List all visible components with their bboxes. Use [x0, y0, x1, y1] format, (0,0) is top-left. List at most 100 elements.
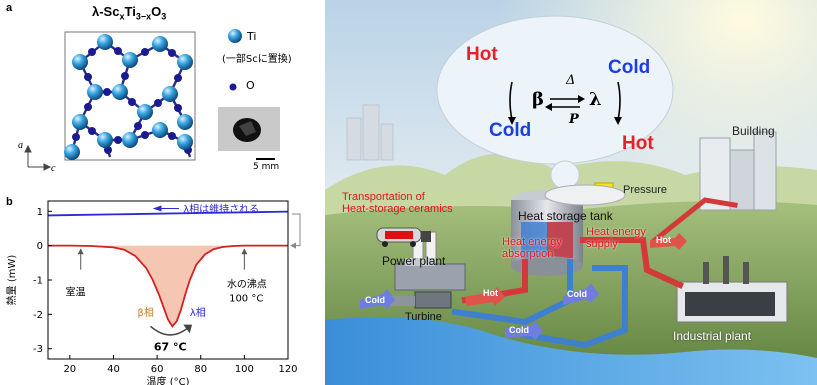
tag-cold-2 [563, 283, 599, 305]
tanker-truck [376, 227, 431, 247]
annotation-lambda-phase: λ相 [190, 306, 206, 319]
dsc-chart: 20 40 60 80 100 120 1 0 -1 -2 -3 温度 (°C) 熱量 (mW) λ相は… [5, 200, 301, 385]
tank-roof [544, 184, 626, 206]
formula-ti: Ti [124, 4, 136, 19]
cycle-bracket-arrowhead [290, 242, 296, 249]
crystal-structure [24, 29, 280, 171]
label-heat-supply: Heat energy supply [586, 226, 646, 250]
cycle-hot-right: Hot [622, 133, 654, 154]
pipe-hot-to-building [651, 197, 738, 244]
pipe-cold-return [521, 265, 628, 349]
x-axis-label: 温度 (°C) [147, 375, 190, 385]
cycle-hot-left: Hot [466, 44, 498, 65]
oxygen-atoms [72, 47, 192, 154]
formula-x: x [119, 11, 125, 22]
y-tick-label: -2 [33, 310, 43, 321]
formula-3: 3 [161, 11, 167, 22]
cycle-cold-left: Cold [489, 120, 532, 141]
label-heat-absorption: Heat energy absorption [502, 236, 562, 260]
tag-cold-1-label: Cold [365, 295, 385, 305]
cycle-p: P [569, 112, 579, 127]
cycle-delta: Δ [566, 73, 576, 88]
annotation-boiling-temp: 100 °C [229, 293, 263, 304]
phase-transition-arrow [150, 325, 191, 336]
y-tick-label: 1 [37, 207, 43, 218]
crystal-highlight [239, 121, 256, 136]
label-transportation: Transportation of Heat-storage ceramics [342, 191, 453, 215]
label-pressure: Pressure [623, 184, 668, 196]
flow-arrow-tags [360, 233, 687, 340]
formula-title: λ-ScxTi3−xO3 [92, 4, 166, 22]
tag-cold-3 [505, 321, 543, 340]
room-temp-arrowhead [77, 248, 84, 255]
legend-ti-icon [228, 29, 242, 43]
cycle-lambda: λ [589, 89, 602, 110]
annotation-beta-phase: β相 [137, 306, 153, 319]
annotation-lambda-maintained: λ相は維持される [183, 203, 259, 216]
distant-city [346, 104, 394, 161]
scale-bar-label: 5 mm [253, 162, 280, 172]
titanium-atoms [64, 34, 193, 160]
x-tick-label: 120 [278, 364, 297, 375]
cycle-arrowheads [508, 95, 622, 125]
series-lines [47, 210, 289, 328]
tag-hot-1-label: Hot [483, 288, 498, 298]
river [325, 317, 817, 385]
cycle-cold-right: Cold [608, 57, 651, 78]
label-turbine: Turbine [405, 311, 442, 323]
phase-cycle-bubble [436, 15, 674, 165]
tag-hot-1 [465, 287, 505, 306]
supply-line1: Heat energy [586, 226, 646, 238]
cycle-arrows [509, 81, 621, 121]
cycle-bracket [292, 213, 301, 247]
series-line-2 [48, 244, 288, 328]
axis-a-label: a [18, 140, 23, 151]
x-tick-label: 40 [107, 364, 120, 375]
panel-a-letter: a [6, 2, 13, 14]
fill-area [48, 245, 288, 327]
label-power-plant: Power plant [382, 254, 446, 268]
x-tick-label: 80 [194, 364, 207, 375]
series-line-1 [47, 210, 289, 217]
legend-ti-note: (一部Scに置換) [222, 54, 292, 65]
pipe-cold-from-tank [451, 259, 573, 326]
unit-cell-box [64, 31, 196, 161]
y-tick-label: 0 [37, 241, 43, 252]
transport-line2: Heat-storage ceramics [342, 203, 453, 215]
peak-fill [48, 245, 288, 327]
formula-prefix: λ-Sc [92, 4, 120, 19]
x-tick-label: 20 [63, 364, 76, 375]
pipe-hot-to-plant [580, 237, 684, 289]
turbine [385, 291, 452, 309]
absorption-line2: absorption [502, 248, 554, 260]
tag-hot-2 [650, 233, 687, 250]
supply-line2: supply [586, 238, 618, 250]
formula-o: O [151, 4, 162, 19]
legend-o-label: O [246, 79, 255, 92]
axis-indicator [24, 144, 52, 171]
heat-storage-tank [511, 190, 583, 276]
axis-c-label: c [51, 163, 56, 174]
tag-hot-2-label: Hot [656, 235, 671, 245]
panel-b-letter: b [6, 196, 13, 208]
annotation-boiling: 水の沸点 [227, 278, 267, 291]
label-heat-storage-tank: Heat storage tank [518, 209, 613, 223]
industrial-plant [676, 256, 788, 323]
tag-cold-2-label: Cold [567, 289, 587, 299]
x-tick-label: 60 [151, 364, 164, 375]
legend-ti-label: Ti [247, 30, 257, 43]
axis-ticks: 20 40 60 80 100 120 1 0 -1 -2 -3 温度 (°C) 熱量 (mW) [5, 207, 298, 385]
annotation-arrowhead [152, 205, 162, 212]
power-plant [394, 231, 466, 291]
label-building: Building [732, 124, 775, 138]
x-tick-label: 100 [235, 364, 254, 375]
cycle-beta: β [532, 89, 544, 110]
legend-o-icon [229, 83, 237, 91]
annotation-peak-temp: 67 °C [154, 341, 187, 354]
y-tick-label: -3 [33, 344, 43, 355]
heat-storage-illustration [325, 0, 817, 385]
office-buildings [699, 131, 777, 211]
y-tick-label: -1 [33, 276, 43, 287]
transport-line1: Transportation of [342, 191, 425, 203]
tag-cold-1 [360, 289, 395, 309]
